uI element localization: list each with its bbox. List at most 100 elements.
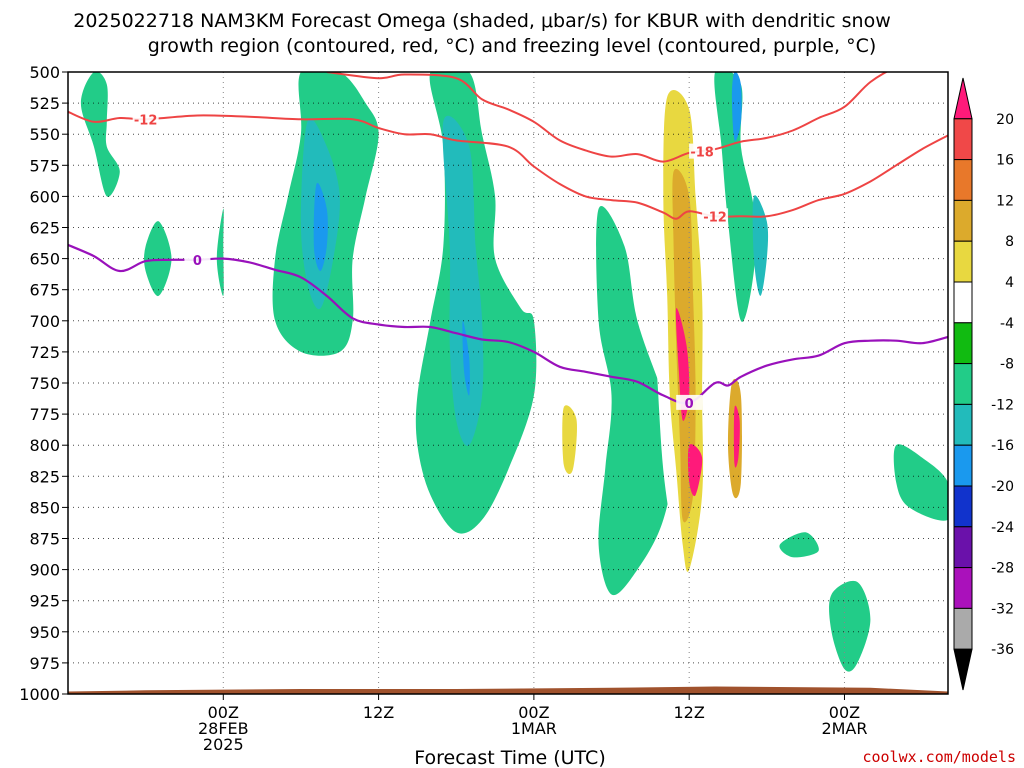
colorbar-swatch — [953, 240, 973, 283]
colorbar-swatch — [953, 485, 973, 528]
grid-lines — [68, 72, 948, 694]
contour-label-zero-b: 0 — [685, 397, 694, 412]
x-tick-label: 12Z — [674, 703, 705, 722]
omega-region — [829, 580, 871, 672]
colorbar-label: 4 — [1005, 275, 1014, 291]
y-tick-label: 900 — [29, 561, 60, 580]
contour-label-neg12-b: -12 — [703, 210, 727, 225]
y-tick-label: 775 — [29, 405, 60, 424]
contour-label-neg18-bg — [689, 143, 716, 159]
ground-surface — [68, 686, 948, 694]
x-tick-label: 28FEB — [198, 719, 249, 738]
x-tick-label: 12Z — [363, 703, 394, 722]
colorbar-label: -28 — [991, 561, 1014, 577]
ground-polygon — [68, 686, 948, 694]
omega-region — [934, 155, 948, 238]
y-axis: 500 525 550 575 600 625 650 675 700 725 750 775 800 8… — [19, 63, 68, 704]
dendritic-contour-line — [68, 110, 948, 220]
y-tick-label: 500 — [29, 63, 60, 82]
chart-title-line1: 2025022718 NAM3KM Forecast Omega (shaded… — [73, 10, 891, 32]
contour-label-neg12-b-bg — [702, 208, 729, 224]
y-tick-label: 825 — [29, 467, 60, 486]
y-tick-label: 575 — [29, 156, 60, 175]
omega-region — [779, 532, 819, 558]
x-tick-label: 00Z — [829, 703, 860, 722]
colorbar-label: -4 — [1000, 316, 1014, 332]
chart-title-line2: growth region (contoured, red, °C) and f… — [148, 35, 877, 57]
x-tick-label: 2025 — [203, 735, 244, 754]
colorbar-swatch — [953, 281, 973, 324]
colorbar-label: -24 — [991, 520, 1014, 536]
colorbar-swatch — [953, 363, 973, 405]
credit-text[interactable]: coolwx.com/models — [862, 748, 1016, 766]
omega-region — [562, 405, 577, 475]
colorbar-swatch — [953, 526, 973, 569]
contour-label-zero-b-bg — [676, 394, 703, 410]
y-tick-label: 975 — [29, 654, 60, 673]
colorbar-swatch — [953, 567, 973, 609]
dendritic-contour-line — [326, 72, 889, 163]
y-tick-label: 525 — [29, 94, 60, 113]
omega-region — [462, 320, 470, 396]
y-tick-label: 700 — [29, 312, 60, 331]
colorbar-label: -16 — [991, 438, 1014, 454]
colorbar: 20 16 12 8 4 -4 -8 -12 -16 -20 -24 -28 -32 -36 — [953, 77, 1014, 691]
y-tick-label: 600 — [29, 187, 60, 206]
colorbar-swatch — [953, 607, 973, 650]
omega-region — [893, 444, 948, 521]
omega-region — [752, 195, 769, 296]
y-tick-label: 675 — [29, 281, 60, 300]
y-tick-label: 650 — [29, 250, 60, 269]
contour-label-zero-a-bg — [184, 251, 211, 267]
y-tick-label: 625 — [29, 219, 60, 238]
y-tick-label: 725 — [29, 343, 60, 362]
omega-region — [675, 307, 690, 421]
omega-region — [687, 444, 703, 497]
y-tick-label: 850 — [29, 498, 60, 517]
contour-label-zero-a: 0 — [193, 254, 202, 269]
x-tick-label: 1MAR — [511, 719, 557, 738]
colorbar-swatch — [953, 77, 973, 120]
freezing-level-line — [68, 243, 948, 405]
y-tick-label: 925 — [29, 592, 60, 611]
y-tick-label: 875 — [29, 530, 60, 549]
omega-shading — [80, 72, 948, 672]
omega-region — [80, 469, 121, 608]
colorbar-swatch — [953, 403, 973, 446]
omega-region — [504, 567, 538, 630]
contour-lines: -12 -12 -18 0 0 — [68, 72, 948, 412]
y-tick-label: 1000 — [19, 685, 60, 704]
x-axis-label: Forecast Time (UTC) — [414, 747, 605, 768]
omega-region — [144, 221, 172, 297]
colorbar-swatch — [953, 444, 973, 487]
x-tick-label: 2MAR — [821, 719, 867, 738]
colorbar-swatch — [953, 322, 973, 365]
contour-label-neg12-a-bg — [132, 111, 159, 127]
colorbar-label: -8 — [1000, 357, 1014, 373]
plot-area: -12 -12 -18 0 0 — [67, 71, 949, 695]
colorbar-swatch — [953, 159, 973, 201]
omega-region — [731, 72, 742, 142]
colorbar-label: 16 — [996, 153, 1014, 169]
y-tick-label: 950 — [29, 623, 60, 642]
x-tick-label: 00Z — [208, 703, 239, 722]
omega-region — [80, 72, 120, 197]
colorbar-swatch — [953, 118, 973, 161]
contour-label-neg12-a: -12 — [134, 113, 158, 128]
colorbar-label: -36 — [991, 642, 1014, 658]
colorbar-label: 20 — [996, 112, 1014, 128]
omega-region — [733, 405, 740, 468]
omega-region — [216, 208, 224, 297]
omega-region — [442, 115, 484, 446]
colorbar-label: -12 — [991, 397, 1014, 413]
y-tick-label: 750 — [29, 374, 60, 393]
colorbar-label: -20 — [991, 479, 1014, 495]
y-tick-label: 800 — [29, 436, 60, 455]
x-tick-label: 00Z — [518, 703, 549, 722]
colorbar-swatch — [953, 199, 973, 242]
colorbar-label: 12 — [996, 193, 1014, 209]
omega-region — [596, 205, 677, 596]
y-tick-label: 550 — [29, 125, 60, 144]
